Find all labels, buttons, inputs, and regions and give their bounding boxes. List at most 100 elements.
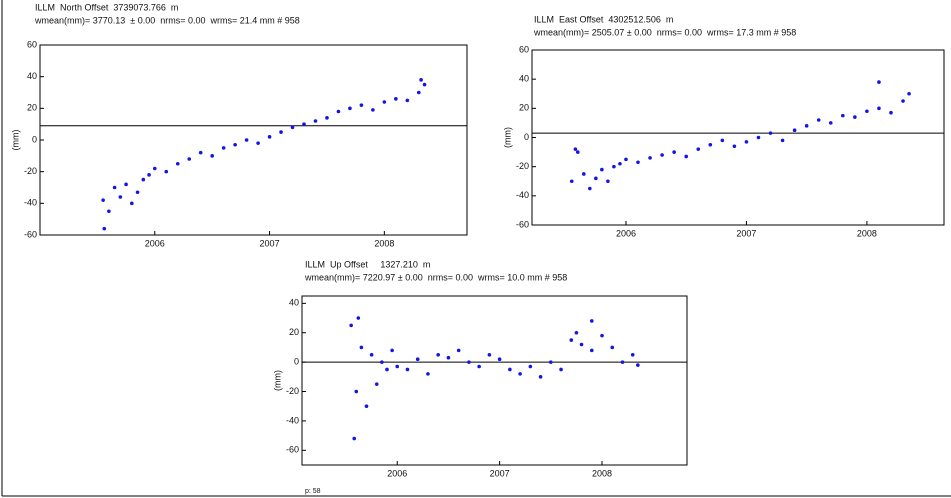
point — [792, 128, 797, 133]
y-tick-label: -20 — [516, 161, 529, 171]
point — [267, 135, 272, 139]
point — [147, 173, 151, 177]
point — [210, 154, 214, 158]
point — [325, 116, 329, 120]
point — [405, 98, 410, 103]
y-tick-label: 20 — [519, 103, 529, 113]
point — [588, 186, 592, 191]
point — [768, 131, 773, 135]
point — [744, 140, 749, 144]
point — [380, 360, 384, 364]
point — [569, 179, 574, 184]
point — [865, 109, 869, 114]
point — [487, 352, 492, 357]
x-tick-label: 2006 — [616, 228, 636, 238]
x-tick-label: 2007 — [490, 468, 510, 478]
point — [175, 161, 180, 166]
y-tick-label: 0 — [524, 132, 529, 142]
point — [359, 103, 364, 107]
point — [816, 118, 821, 122]
chart-title: ILLM East Offset 4302512.506 m — [534, 14, 673, 24]
point — [889, 110, 893, 115]
point — [636, 160, 640, 165]
point — [589, 319, 594, 323]
point — [348, 106, 352, 111]
point — [436, 352, 440, 357]
point — [135, 190, 140, 195]
point — [600, 333, 604, 338]
point — [780, 138, 785, 143]
point — [594, 176, 598, 181]
point — [467, 360, 471, 364]
point — [600, 167, 604, 172]
point — [426, 372, 430, 376]
point — [907, 91, 911, 96]
point — [256, 141, 260, 145]
x-tick-label: 2008 — [592, 468, 612, 478]
point — [684, 154, 688, 159]
y-axis-label: (mm) — [272, 370, 282, 391]
page-number: p: 58 — [305, 488, 321, 495]
chart-title: ILLM North Offset 3739073.766 m — [35, 2, 178, 12]
point — [696, 147, 701, 151]
point — [198, 150, 203, 155]
point — [612, 164, 616, 169]
point — [756, 135, 761, 140]
point — [290, 125, 295, 130]
x-tick-label: 2008 — [857, 228, 877, 238]
point — [405, 367, 410, 372]
point — [497, 357, 502, 361]
point — [720, 138, 725, 143]
plot-frame — [301, 295, 688, 466]
point — [828, 121, 833, 125]
point — [630, 352, 635, 357]
point — [390, 348, 394, 353]
point — [456, 348, 461, 353]
point — [549, 360, 553, 364]
y-axis-label: (mm) — [10, 130, 20, 151]
y-tick-label: 60 — [519, 44, 529, 54]
point — [877, 80, 881, 84]
chart-title: ILLM Up Offset 1327.210 m — [305, 259, 430, 269]
point — [672, 150, 676, 154]
point — [356, 316, 361, 320]
point — [374, 382, 379, 386]
point — [579, 342, 584, 347]
point — [112, 185, 117, 190]
y-tick-label: -20 — [286, 386, 299, 396]
point — [415, 357, 420, 361]
point — [841, 113, 845, 118]
x-tick-label: 2007 — [736, 228, 756, 238]
point — [582, 172, 586, 176]
point — [101, 198, 105, 202]
point — [804, 124, 809, 128]
point — [732, 144, 737, 149]
y-tick-label: 20 — [289, 327, 299, 337]
point — [336, 109, 341, 114]
point — [569, 338, 574, 342]
point — [419, 78, 423, 82]
point — [371, 108, 375, 112]
x-tick-label: 2006 — [387, 468, 407, 478]
point — [574, 330, 579, 335]
point — [853, 115, 857, 119]
point — [233, 142, 237, 147]
y-tick-label: -40 — [24, 198, 37, 208]
point — [636, 363, 640, 367]
y-tick-label: 20 — [27, 103, 37, 113]
y-axis-label: (mm) — [502, 127, 512, 148]
point — [648, 156, 652, 160]
y-tick-label: 40 — [289, 298, 299, 308]
point — [118, 195, 123, 199]
point — [313, 119, 318, 123]
point — [349, 323, 353, 328]
point — [221, 146, 226, 150]
point — [395, 364, 400, 369]
point — [107, 209, 111, 214]
y-tick-label: 40 — [519, 74, 529, 84]
point — [508, 367, 512, 372]
point — [528, 364, 533, 369]
x-tick-label: 2008 — [374, 238, 394, 248]
x-tick-label: 2006 — [145, 238, 165, 248]
